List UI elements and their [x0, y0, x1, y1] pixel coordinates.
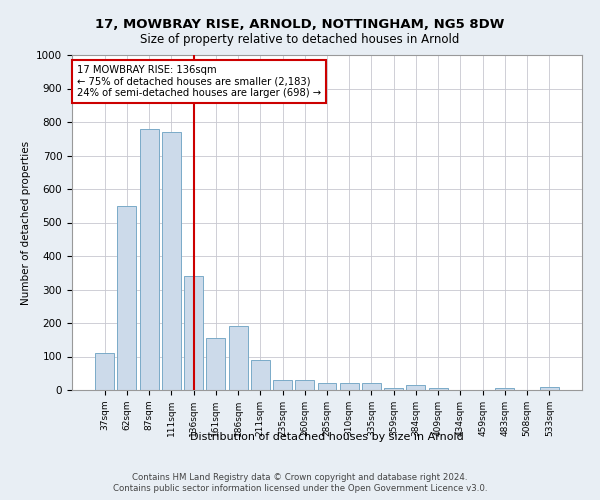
Bar	[229, 326, 248, 390]
Text: 17 MOWBRAY RISE: 136sqm
← 75% of detached houses are smaller (2,183)
24% of semi: 17 MOWBRAY RISE: 136sqm ← 75% of detache…	[77, 65, 321, 98]
Bar	[251, 360, 270, 390]
Bar	[295, 380, 314, 390]
Bar	[429, 388, 448, 390]
Text: Contains HM Land Registry data © Crown copyright and database right 2024.: Contains HM Land Registry data © Crown c…	[132, 472, 468, 482]
Bar	[340, 384, 359, 390]
Bar	[496, 388, 514, 390]
Bar	[95, 353, 114, 390]
Text: 17, MOWBRAY RISE, ARNOLD, NOTTINGHAM, NG5 8DW: 17, MOWBRAY RISE, ARNOLD, NOTTINGHAM, NG…	[95, 18, 505, 30]
Text: Size of property relative to detached houses in Arnold: Size of property relative to detached ho…	[140, 32, 460, 46]
Bar	[384, 388, 403, 390]
Bar	[406, 385, 425, 390]
Bar	[317, 384, 337, 390]
Bar	[206, 338, 225, 390]
Bar	[162, 132, 181, 390]
Bar	[362, 384, 381, 390]
Bar	[184, 276, 203, 390]
Text: Contains public sector information licensed under the Open Government Licence v3: Contains public sector information licen…	[113, 484, 487, 493]
Text: Distribution of detached houses by size in Arnold: Distribution of detached houses by size …	[190, 432, 464, 442]
Y-axis label: Number of detached properties: Number of detached properties	[20, 140, 31, 304]
Bar	[540, 386, 559, 390]
Bar	[140, 128, 158, 390]
Bar	[118, 206, 136, 390]
Bar	[273, 380, 292, 390]
